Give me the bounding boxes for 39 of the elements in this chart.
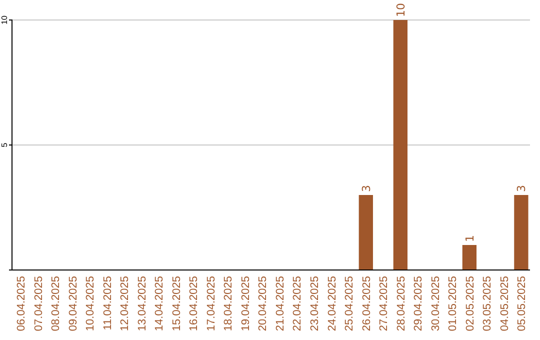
x-tick-label: 16.04.2025 [188, 276, 200, 332]
data-label: 1 [463, 235, 476, 242]
bar [514, 195, 528, 270]
data-label: 3 [515, 185, 528, 192]
x-tick-label: 27.04.2025 [378, 276, 390, 332]
data-label: 3 [360, 185, 373, 192]
x-tick-label: 15.04.2025 [170, 276, 183, 332]
bar [393, 20, 408, 270]
x-tick-label: 06.04.2025 [16, 276, 28, 332]
x-tick-label: 12.04.2025 [119, 276, 132, 332]
x-tick-label: 13.04.2025 [136, 276, 148, 332]
x-tick-label: 11.04.2025 [102, 276, 114, 330]
x-tick-label: 26.04.2025 [360, 276, 373, 332]
x-tick-label: 28.04.2025 [395, 276, 408, 332]
x-tick-label: 04.05.2025 [498, 276, 511, 332]
x-tick-label: 09.04.2025 [67, 276, 80, 332]
x-tick-label: 01.05.2025 [447, 276, 460, 332]
x-tick-label: 20.04.2025 [257, 276, 270, 332]
bar [358, 195, 373, 270]
x-tick-label: 24.04.2025 [326, 276, 338, 332]
x-tick-label: 21.04.2025 [274, 276, 286, 332]
x-tick-label: 30.04.2025 [430, 276, 442, 332]
x-tick-label: 22.04.2025 [292, 276, 304, 332]
x-tick-label: 10.04.2025 [84, 276, 97, 332]
x-tick-label: 14.04.2025 [154, 276, 166, 332]
x-tick-label: 25.04.2025 [344, 276, 356, 332]
x-tick-label: 23.04.2025 [308, 276, 321, 332]
x-tick-label: 03.05.2025 [482, 276, 494, 332]
data-label: 10 [394, 3, 408, 17]
x-tick-label: 07.04.2025 [32, 276, 45, 332]
x-tick-label: 05.05.2025 [516, 276, 528, 332]
bar [462, 245, 477, 270]
y-tick-label: 5 [0, 142, 9, 148]
x-tick-label: 18.04.2025 [222, 276, 235, 332]
x-tick-label: 17.04.2025 [205, 276, 218, 332]
x-tick-label: 02.05.2025 [464, 276, 476, 332]
x-tick-label: 08.04.2025 [50, 276, 62, 332]
x-tick-label: 29.04.2025 [412, 276, 425, 332]
x-tick-label: 19.04.2025 [240, 276, 252, 332]
